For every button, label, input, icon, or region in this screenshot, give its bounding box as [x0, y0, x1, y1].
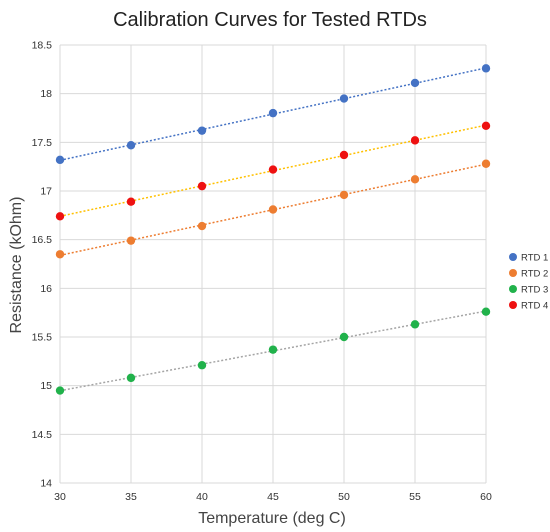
legend-label-rtd-3: RTD 3	[521, 285, 548, 296]
data-point-rtd-1	[410, 78, 420, 88]
x-axis-label: Temperature (deg C)	[198, 510, 346, 527]
y-tick-label: 18.5	[32, 40, 53, 52]
x-tick-label: 60	[480, 491, 492, 503]
data-point-rtd-1	[339, 94, 349, 103]
y-tick-label: 14.5	[32, 429, 53, 441]
y-tick-label: 17	[40, 186, 52, 198]
y-tick-label: 14	[40, 478, 52, 490]
data-point-rtd-1	[268, 108, 278, 118]
data-point-rtd-2	[268, 205, 278, 214]
y-tick-label: 16	[40, 283, 52, 295]
data-point-rtd-4	[481, 121, 491, 130]
legend-label-rtd-1: RTD 1	[521, 253, 548, 264]
x-tick-label: 50	[338, 491, 350, 503]
data-points	[55, 64, 491, 395]
y-axis-label: Resistance (kOhm)	[8, 197, 25, 334]
data-point-rtd-4	[339, 150, 349, 160]
legend-marker-rtd-3	[509, 285, 517, 293]
data-point-rtd-2	[55, 250, 65, 259]
data-point-rtd-2	[197, 221, 207, 231]
y-tick-label: 16.5	[32, 234, 53, 246]
data-point-rtd-2	[126, 236, 136, 245]
legend-label-rtd-2: RTD 2	[521, 269, 548, 280]
data-point-rtd-2	[339, 190, 349, 200]
data-point-rtd-3	[268, 345, 278, 354]
y-tick-label: 15.5	[32, 332, 53, 344]
y-tick-label: 17.5	[32, 137, 53, 149]
data-point-rtd-2	[410, 175, 420, 184]
data-point-rtd-1	[481, 64, 491, 73]
data-point-rtd-3	[481, 307, 491, 316]
y-tick-label: 15	[40, 380, 52, 392]
data-point-rtd-3	[197, 361, 207, 370]
data-point-rtd-1	[126, 141, 136, 150]
y-axis-ticks: 14 14.5 15 15.5 16 16.5 17 17.5 18 18.5	[32, 40, 53, 490]
data-point-rtd-3	[339, 332, 349, 342]
data-point-rtd-4	[268, 165, 278, 174]
legend-marker-rtd-2	[509, 269, 517, 277]
data-point-rtd-3	[126, 373, 136, 383]
data-point-rtd-4	[126, 197, 136, 206]
data-point-rtd-4	[410, 136, 420, 145]
x-tick-label: 35	[125, 491, 137, 503]
x-tick-label: 45	[267, 491, 279, 503]
legend-marker-rtd-4	[509, 301, 517, 309]
data-point-rtd-4	[55, 212, 65, 221]
data-point-rtd-4	[197, 181, 207, 191]
x-axis-ticks: 30 35 40 45 50 55 60	[54, 491, 492, 503]
x-tick-label: 55	[409, 491, 421, 503]
x-tick-label: 40	[196, 491, 208, 503]
data-point-rtd-1	[197, 126, 207, 135]
data-point-rtd-1	[55, 155, 65, 165]
data-point-rtd-3	[410, 320, 420, 329]
data-point-rtd-3	[55, 386, 65, 395]
legend: RTD 1 RTD 2 RTD 3 RTD 4	[509, 253, 548, 312]
data-point-rtd-2	[481, 159, 491, 168]
y-tick-label: 18	[40, 88, 52, 100]
legend-marker-rtd-1	[509, 253, 517, 261]
chart-title: Calibration Curves for Tested RTDs	[113, 9, 427, 31]
legend-label-rtd-4: RTD 4	[521, 301, 548, 312]
x-tick-label: 30	[54, 491, 66, 503]
